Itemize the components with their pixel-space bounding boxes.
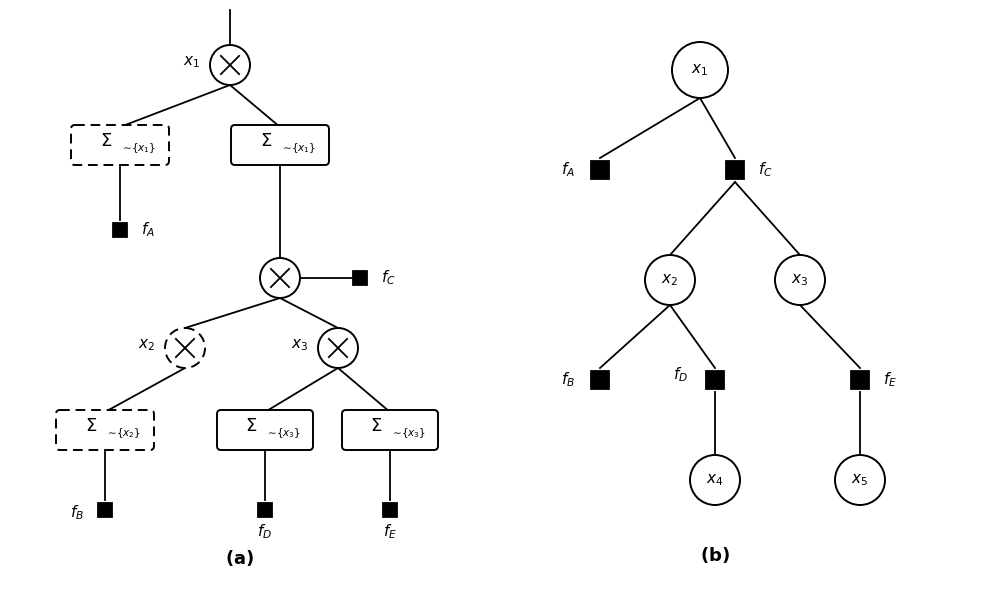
Text: $x_5$: $x_5$: [851, 472, 869, 488]
Circle shape: [165, 328, 205, 368]
Text: $\Sigma$: $\Sigma$: [245, 417, 257, 435]
Text: $x_2$: $x_2$: [138, 337, 156, 353]
Text: $\Sigma$: $\Sigma$: [260, 132, 272, 150]
Text: $f_E$: $f_E$: [883, 371, 897, 389]
Circle shape: [690, 455, 740, 505]
Text: $x_3$: $x_3$: [791, 272, 809, 288]
Text: $\bf{(a)}$: $\bf{(a)}$: [225, 548, 255, 568]
Text: $\sim\!\{x_3\}$: $\sim\!\{x_3\}$: [265, 426, 301, 440]
Text: $f_E$: $f_E$: [383, 523, 397, 542]
Bar: [591, 371, 609, 389]
Bar: [383, 503, 397, 517]
Circle shape: [672, 42, 728, 98]
Text: $\sim\!\{x_2\}$: $\sim\!\{x_2\}$: [105, 426, 141, 440]
Text: $f_D$: $f_D$: [673, 366, 689, 384]
FancyBboxPatch shape: [71, 125, 169, 165]
Circle shape: [260, 258, 300, 298]
Text: $x_3$: $x_3$: [291, 337, 309, 353]
Bar: [726, 161, 744, 179]
Bar: [258, 503, 272, 517]
Text: $f_C$: $f_C$: [381, 268, 395, 287]
Bar: [113, 223, 127, 237]
Text: $f_A$: $f_A$: [141, 221, 155, 240]
Text: $f_D$: $f_D$: [257, 523, 273, 542]
FancyBboxPatch shape: [342, 410, 438, 450]
Text: $\Sigma$: $\Sigma$: [100, 132, 112, 150]
FancyBboxPatch shape: [231, 125, 329, 165]
Text: $f_A$: $f_A$: [561, 160, 575, 179]
Text: $x_1$: $x_1$: [183, 54, 201, 70]
Circle shape: [835, 455, 885, 505]
Text: $f_B$: $f_B$: [561, 371, 575, 389]
Circle shape: [645, 255, 695, 305]
Circle shape: [775, 255, 825, 305]
Text: $\sim\!\{x_1\}$: $\sim\!\{x_1\}$: [120, 141, 156, 155]
Circle shape: [318, 328, 358, 368]
Text: $x_2$: $x_2$: [661, 272, 679, 288]
Text: $x_4$: $x_4$: [706, 472, 724, 488]
Text: $\Sigma$: $\Sigma$: [85, 417, 97, 435]
FancyBboxPatch shape: [56, 410, 154, 450]
Bar: [706, 371, 724, 389]
Text: $\Sigma$: $\Sigma$: [370, 417, 382, 435]
Bar: [851, 371, 869, 389]
Circle shape: [210, 45, 250, 85]
Bar: [591, 161, 609, 179]
Bar: [353, 271, 367, 285]
Text: $\sim\!\{x_3\}$: $\sim\!\{x_3\}$: [390, 426, 426, 440]
Text: $f_B$: $f_B$: [70, 504, 84, 522]
Text: $f_C$: $f_C$: [758, 160, 772, 179]
Text: $\bf{(b)}$: $\bf{(b)}$: [700, 545, 730, 565]
Text: $\sim\!\{x_1\}$: $\sim\!\{x_1\}$: [280, 141, 316, 155]
Text: $x_1$: $x_1$: [691, 62, 709, 78]
FancyBboxPatch shape: [217, 410, 313, 450]
Bar: [98, 503, 112, 517]
